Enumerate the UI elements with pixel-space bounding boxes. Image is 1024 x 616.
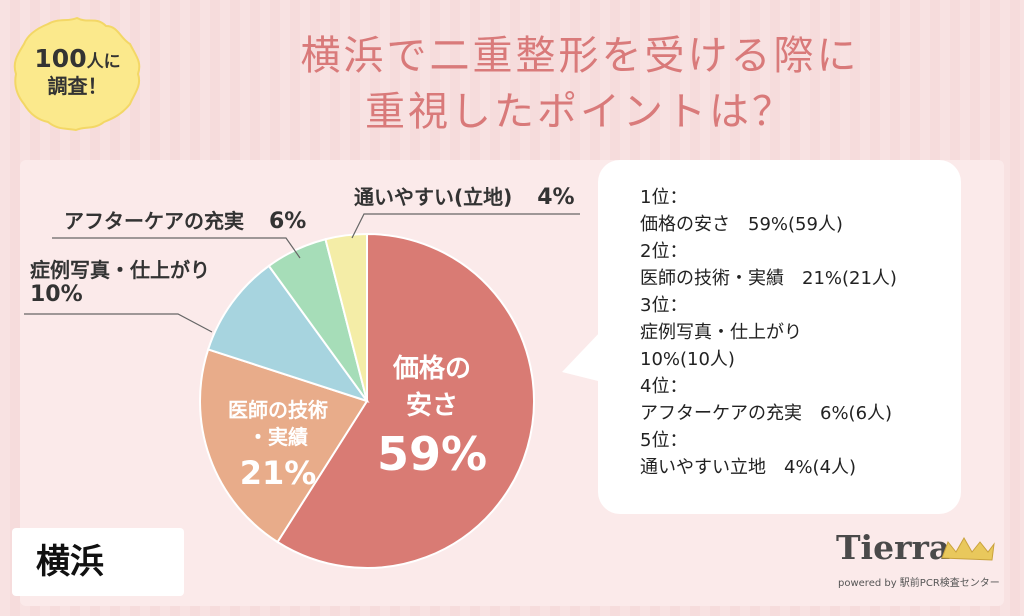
pie-slices — [199, 232, 535, 569]
ranking-line: 10%(10人) — [640, 349, 735, 370]
crown-icon — [941, 536, 995, 561]
badge-shape — [13, 16, 141, 132]
ranking-line: アフターケアの充実 6%(6人) — [640, 403, 893, 424]
slice1-label-line2: 安さ — [406, 391, 458, 421]
title-line-2: 重視したポイントは？ — [365, 89, 795, 135]
slice1-label-line1: 価格の — [392, 353, 471, 384]
label-text: アフターケアの充実 — [64, 209, 244, 233]
leader-line-4pct — [351, 213, 580, 239]
label-pct: 6% — [268, 209, 307, 234]
ranking-line: 価格の安さ 59%(59人) — [640, 214, 843, 235]
ranking-line: 5位： — [640, 430, 688, 451]
page-title: 横浜で二重整形を受ける際に 重視したポイントは？ — [200, 28, 960, 140]
pie-slice-5 — [324, 232, 368, 402]
pie-slice-1 — [276, 232, 535, 569]
logo-wordmark: Tierra — [836, 528, 951, 567]
title-line-1: 横浜で二重整形を受ける際に — [300, 33, 860, 79]
slice1-pct: 59% — [377, 427, 487, 481]
badge-suffix: 人に — [86, 52, 121, 72]
slice2-label-line2: ・実績 — [248, 425, 308, 449]
logo-subtitle: powered by 駅前PCR検査センター — [838, 578, 1000, 589]
ranking-line: 1位： — [640, 187, 688, 208]
slice-inside-labels: 価格の 安さ 59% 医師の技術 ・実績 21% — [228, 353, 487, 492]
badge-line2: 調査！ — [47, 74, 108, 98]
label-pct: 10% — [30, 282, 83, 307]
pie-slice-3 — [206, 264, 370, 403]
outside-label-6pct: アフターケアの充実 6% — [64, 205, 306, 234]
survey-badge: 100人に 調査！ — [10, 14, 145, 134]
brand-logo: Tierra powered by 駅前PCR検査センター — [826, 528, 1016, 604]
slice2-label-line1: 医師の技術 — [228, 398, 328, 422]
outside-label-4pct: 通いやすい(立地) 4% — [354, 181, 575, 210]
header: 100人に 調査！ 横浜で二重整形を受ける際に 重視したポイントは？ — [0, 0, 1024, 150]
city-label: 横浜 — [12, 528, 184, 596]
pie-slice-2 — [199, 348, 369, 544]
ranking-list: 1位： 価格の安さ 59%(59人) 2位： 医師の技術・実績 21%(21人) 3位：… — [640, 184, 960, 481]
leader-lines — [24, 213, 580, 333]
ranking-line: 医師の技術・実績 21%(21人) — [640, 268, 897, 289]
outside-label-10pct-text: 症例写真・仕上がり — [30, 258, 210, 282]
outside-label-10pct-value: 10% — [30, 282, 83, 307]
slice2-pct: 21% — [240, 454, 317, 492]
ranking-line: 3位： — [640, 295, 688, 316]
ranking-bubble — [598, 160, 961, 514]
badge-number: 100 — [34, 44, 87, 73]
label-text: 通いやすい(立地) — [354, 185, 513, 209]
ranking-line: 4位： — [640, 376, 688, 397]
leader-line-6pct — [52, 237, 301, 259]
label-pct: 4% — [537, 185, 575, 210]
ranking-line: 通いやすい立地 4%(4人) — [640, 457, 857, 478]
ranking-line: 症例写真・仕上がり — [640, 322, 802, 343]
ranking-line: 2位： — [640, 241, 688, 262]
leader-line-10pct — [24, 313, 213, 333]
badge-text: 100人に 調査！ — [10, 44, 145, 98]
